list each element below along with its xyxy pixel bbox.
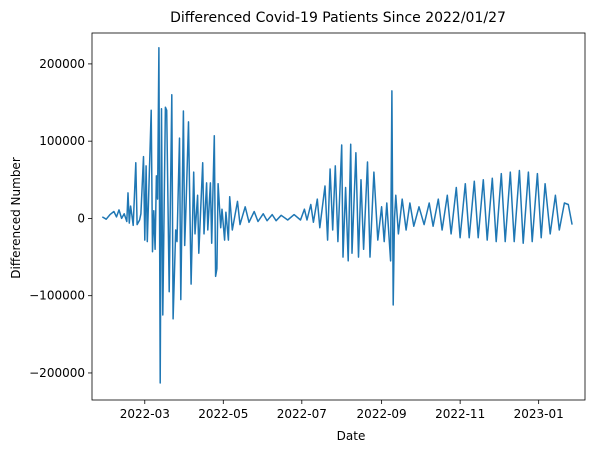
y-tick-label-4: 200000 bbox=[39, 57, 85, 71]
y-tick-label-1: −100000 bbox=[29, 289, 85, 303]
x-tick-label-1: 2022-05 bbox=[198, 407, 248, 421]
x-axis-label: Date bbox=[337, 429, 366, 443]
axes-layer: 2022-03 2022-05 2022-07 2022-09 2022-11 2023-… bbox=[29, 32, 586, 421]
series-layer bbox=[101, 46, 573, 384]
plot-frame bbox=[91, 32, 586, 401]
y-axis-label: Differenced Number bbox=[9, 157, 23, 279]
y-tick-label-0: −200000 bbox=[29, 366, 85, 380]
chart-title: Differenced Covid-19 Patients Since 2022… bbox=[170, 10, 506, 26]
x-tick-label-5: 2023-01 bbox=[514, 407, 564, 421]
series-line-0 bbox=[101, 46, 573, 384]
y-tick-label-2: 0 bbox=[77, 211, 85, 225]
y-tick-label-3: 100000 bbox=[39, 134, 85, 148]
x-tick-label-2: 2022-07 bbox=[277, 407, 327, 421]
x-tick-label-0: 2022-03 bbox=[120, 407, 170, 421]
x-tick-label-4: 2022-11 bbox=[435, 407, 485, 421]
x-tick-label-3: 2022-09 bbox=[357, 407, 407, 421]
